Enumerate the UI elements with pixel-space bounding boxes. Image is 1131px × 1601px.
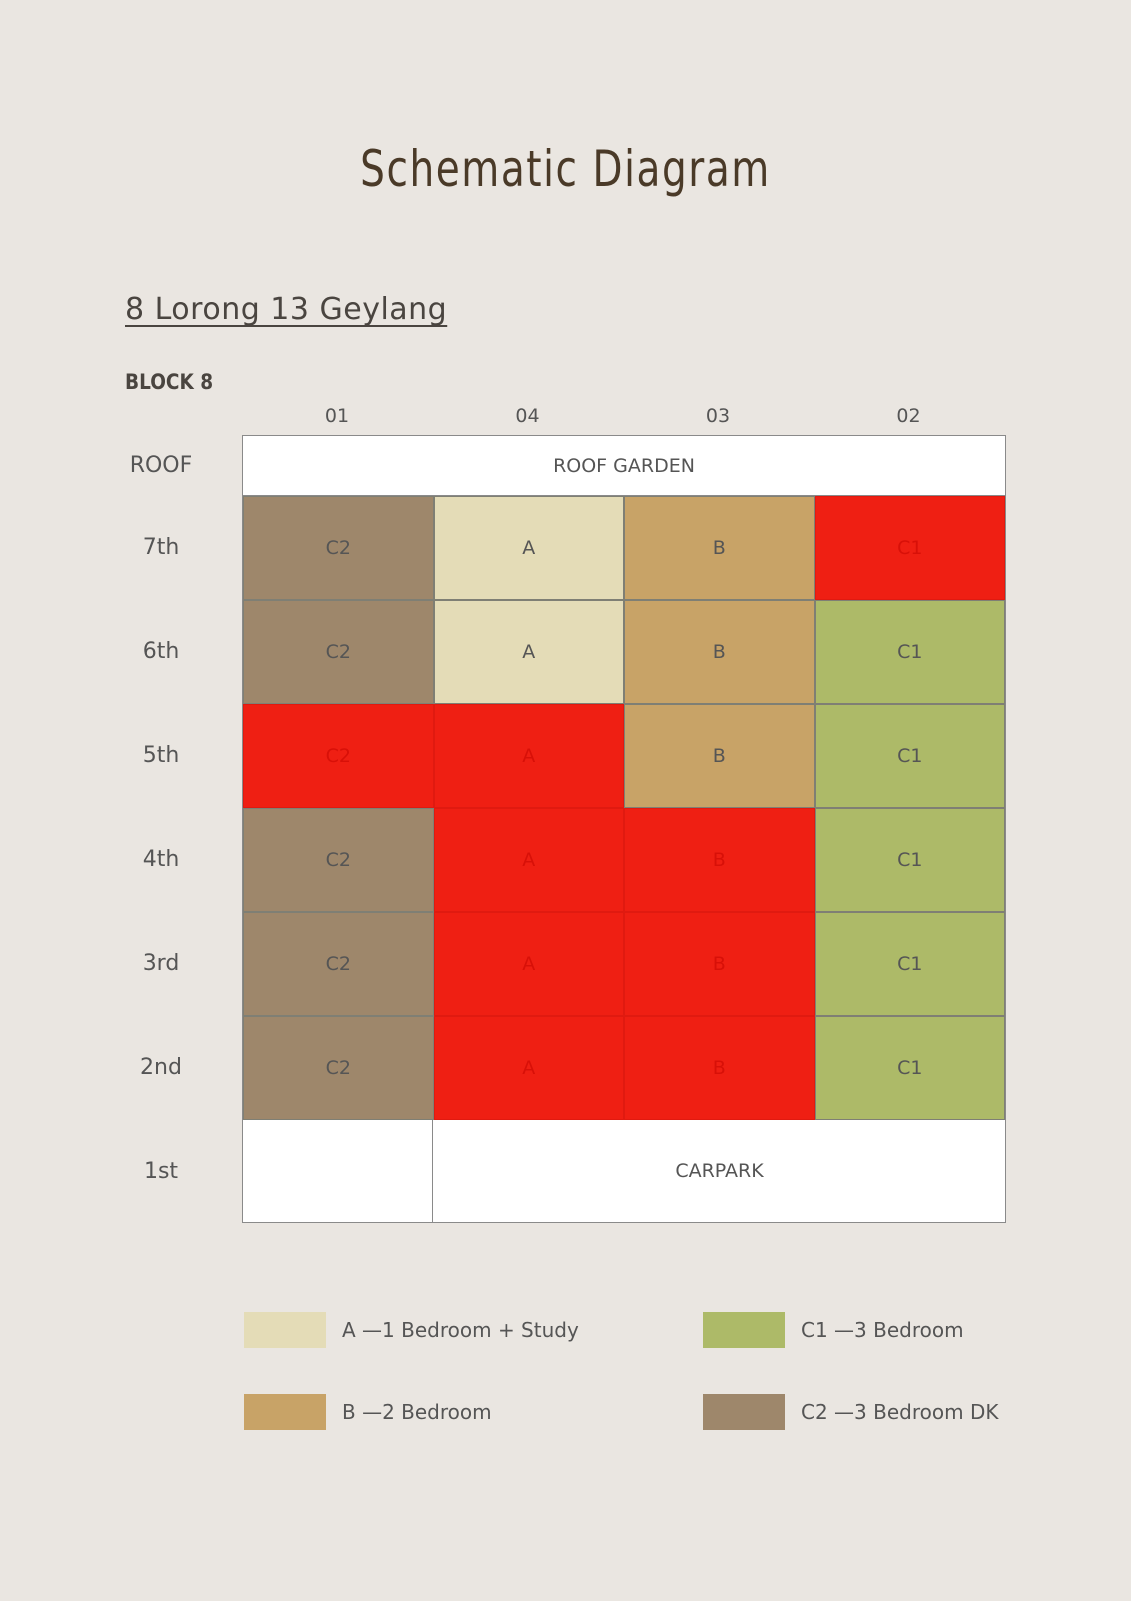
roof-garden-band: ROOF GARDEN bbox=[243, 436, 1005, 496]
carpark-label: CARPARK bbox=[675, 1160, 764, 1182]
unit-cell-2nd-01: C2 bbox=[243, 1016, 434, 1120]
unit-type-label: C2 bbox=[325, 745, 351, 767]
unit-type-label: C1 bbox=[897, 1057, 923, 1079]
unit-type-label: C1 bbox=[897, 745, 923, 767]
floor-label-1st: 1st bbox=[143, 1159, 179, 1184]
legend-swatch-b bbox=[244, 1394, 326, 1430]
floor-label-5th: 5th bbox=[142, 743, 180, 768]
legend-swatch-a bbox=[244, 1312, 326, 1348]
unit-type-label: B bbox=[712, 953, 726, 975]
unit-cell-5th-01: C2 bbox=[243, 704, 434, 808]
unit-type-label: C2 bbox=[325, 641, 351, 663]
floor-label-3rd: 3rd bbox=[142, 951, 180, 976]
unit-cell-7th-04: A bbox=[433, 496, 624, 600]
floor-label-6th: 6th bbox=[142, 639, 180, 664]
unit-cell-4th-01: C2 bbox=[243, 808, 434, 912]
unit-type-label: A bbox=[522, 745, 536, 767]
unit-cell-7th-02: C1 bbox=[814, 496, 1005, 600]
unit-grid: ROOF GARDEN CARPARK C2 A B C1 C2 A B C1 C2 A B C1 C2… bbox=[242, 435, 1006, 1223]
unit-type-label: A bbox=[522, 537, 536, 559]
unit-cell-7th-03: B bbox=[624, 496, 815, 600]
unit-cell-3rd-02: C1 bbox=[814, 912, 1005, 1016]
floor-label-roof: ROOF bbox=[129, 453, 193, 478]
page-title: Schematic Diagram bbox=[360, 140, 771, 198]
unit-type-label: C1 bbox=[897, 953, 923, 975]
unit-cell-6th-04: A bbox=[433, 600, 624, 704]
floor-label-2nd: 2nd bbox=[140, 1055, 182, 1080]
unit-cell-2nd-03: B bbox=[624, 1016, 815, 1120]
unit-type-label: A bbox=[522, 953, 536, 975]
unit-type-label: C2 bbox=[325, 537, 351, 559]
unit-cell-2nd-04: A bbox=[433, 1016, 624, 1120]
unit-cell-6th-02: C1 bbox=[814, 600, 1005, 704]
unit-type-label: C1 bbox=[897, 641, 923, 663]
unit-cell-6th-01: C2 bbox=[243, 600, 434, 704]
floor-label-7th: 7th bbox=[142, 535, 180, 560]
unit-header-01: 01 bbox=[324, 405, 350, 427]
unit-cell-3rd-03: B bbox=[624, 912, 815, 1016]
ground-floor-unit-01 bbox=[243, 1120, 433, 1222]
unit-type-label: A bbox=[522, 849, 536, 871]
unit-cell-3rd-04: A bbox=[433, 912, 624, 1016]
legend-swatch-c2 bbox=[703, 1394, 785, 1430]
project-address: 8 Lorong 13 Geylang bbox=[125, 292, 448, 327]
unit-cell-3rd-01: C2 bbox=[243, 912, 434, 1016]
unit-type-label: B bbox=[712, 745, 726, 767]
unit-cell-6th-03: B bbox=[624, 600, 815, 704]
legend-label-c1: C1 —3 Bedroom bbox=[801, 1318, 964, 1342]
unit-cell-5th-02: C1 bbox=[814, 704, 1005, 808]
floor-label-4th: 4th bbox=[142, 847, 180, 872]
unit-cell-7th-01: C2 bbox=[243, 496, 434, 600]
unit-header-03: 03 bbox=[705, 405, 731, 427]
unit-cell-2nd-02: C1 bbox=[814, 1016, 1005, 1120]
unit-header-02: 02 bbox=[896, 405, 921, 427]
unit-cell-5th-03: B bbox=[624, 704, 815, 808]
unit-type-label: C1 bbox=[897, 537, 923, 559]
unit-type-label: B bbox=[712, 537, 726, 559]
unit-type-label: C2 bbox=[325, 849, 351, 871]
unit-type-label: B bbox=[712, 849, 726, 871]
carpark-band: CARPARK bbox=[434, 1120, 1005, 1222]
block-label: BLOCK 8 bbox=[125, 370, 214, 394]
unit-type-label: B bbox=[712, 641, 726, 663]
unit-type-label: C2 bbox=[325, 953, 351, 975]
roof-garden-label: ROOF GARDEN bbox=[553, 455, 695, 477]
unit-type-label: A bbox=[522, 1057, 536, 1079]
unit-type-label: A bbox=[522, 641, 536, 663]
legend-label-b: B —2 Bedroom bbox=[342, 1400, 492, 1424]
legend-swatch-c1 bbox=[703, 1312, 785, 1348]
unit-type-label: C1 bbox=[897, 849, 923, 871]
legend-label-c2: C2 —3 Bedroom DK bbox=[801, 1400, 999, 1424]
unit-cell-4th-03: B bbox=[624, 808, 815, 912]
unit-cell-4th-04: A bbox=[433, 808, 624, 912]
unit-type-label: C2 bbox=[325, 1057, 351, 1079]
unit-cell-4th-02: C1 bbox=[814, 808, 1005, 912]
legend-label-a: A —1 Bedroom + Study bbox=[342, 1318, 579, 1342]
unit-type-label: B bbox=[712, 1057, 726, 1079]
unit-cell-5th-04: A bbox=[433, 704, 624, 808]
unit-header-04: 04 bbox=[515, 405, 540, 427]
